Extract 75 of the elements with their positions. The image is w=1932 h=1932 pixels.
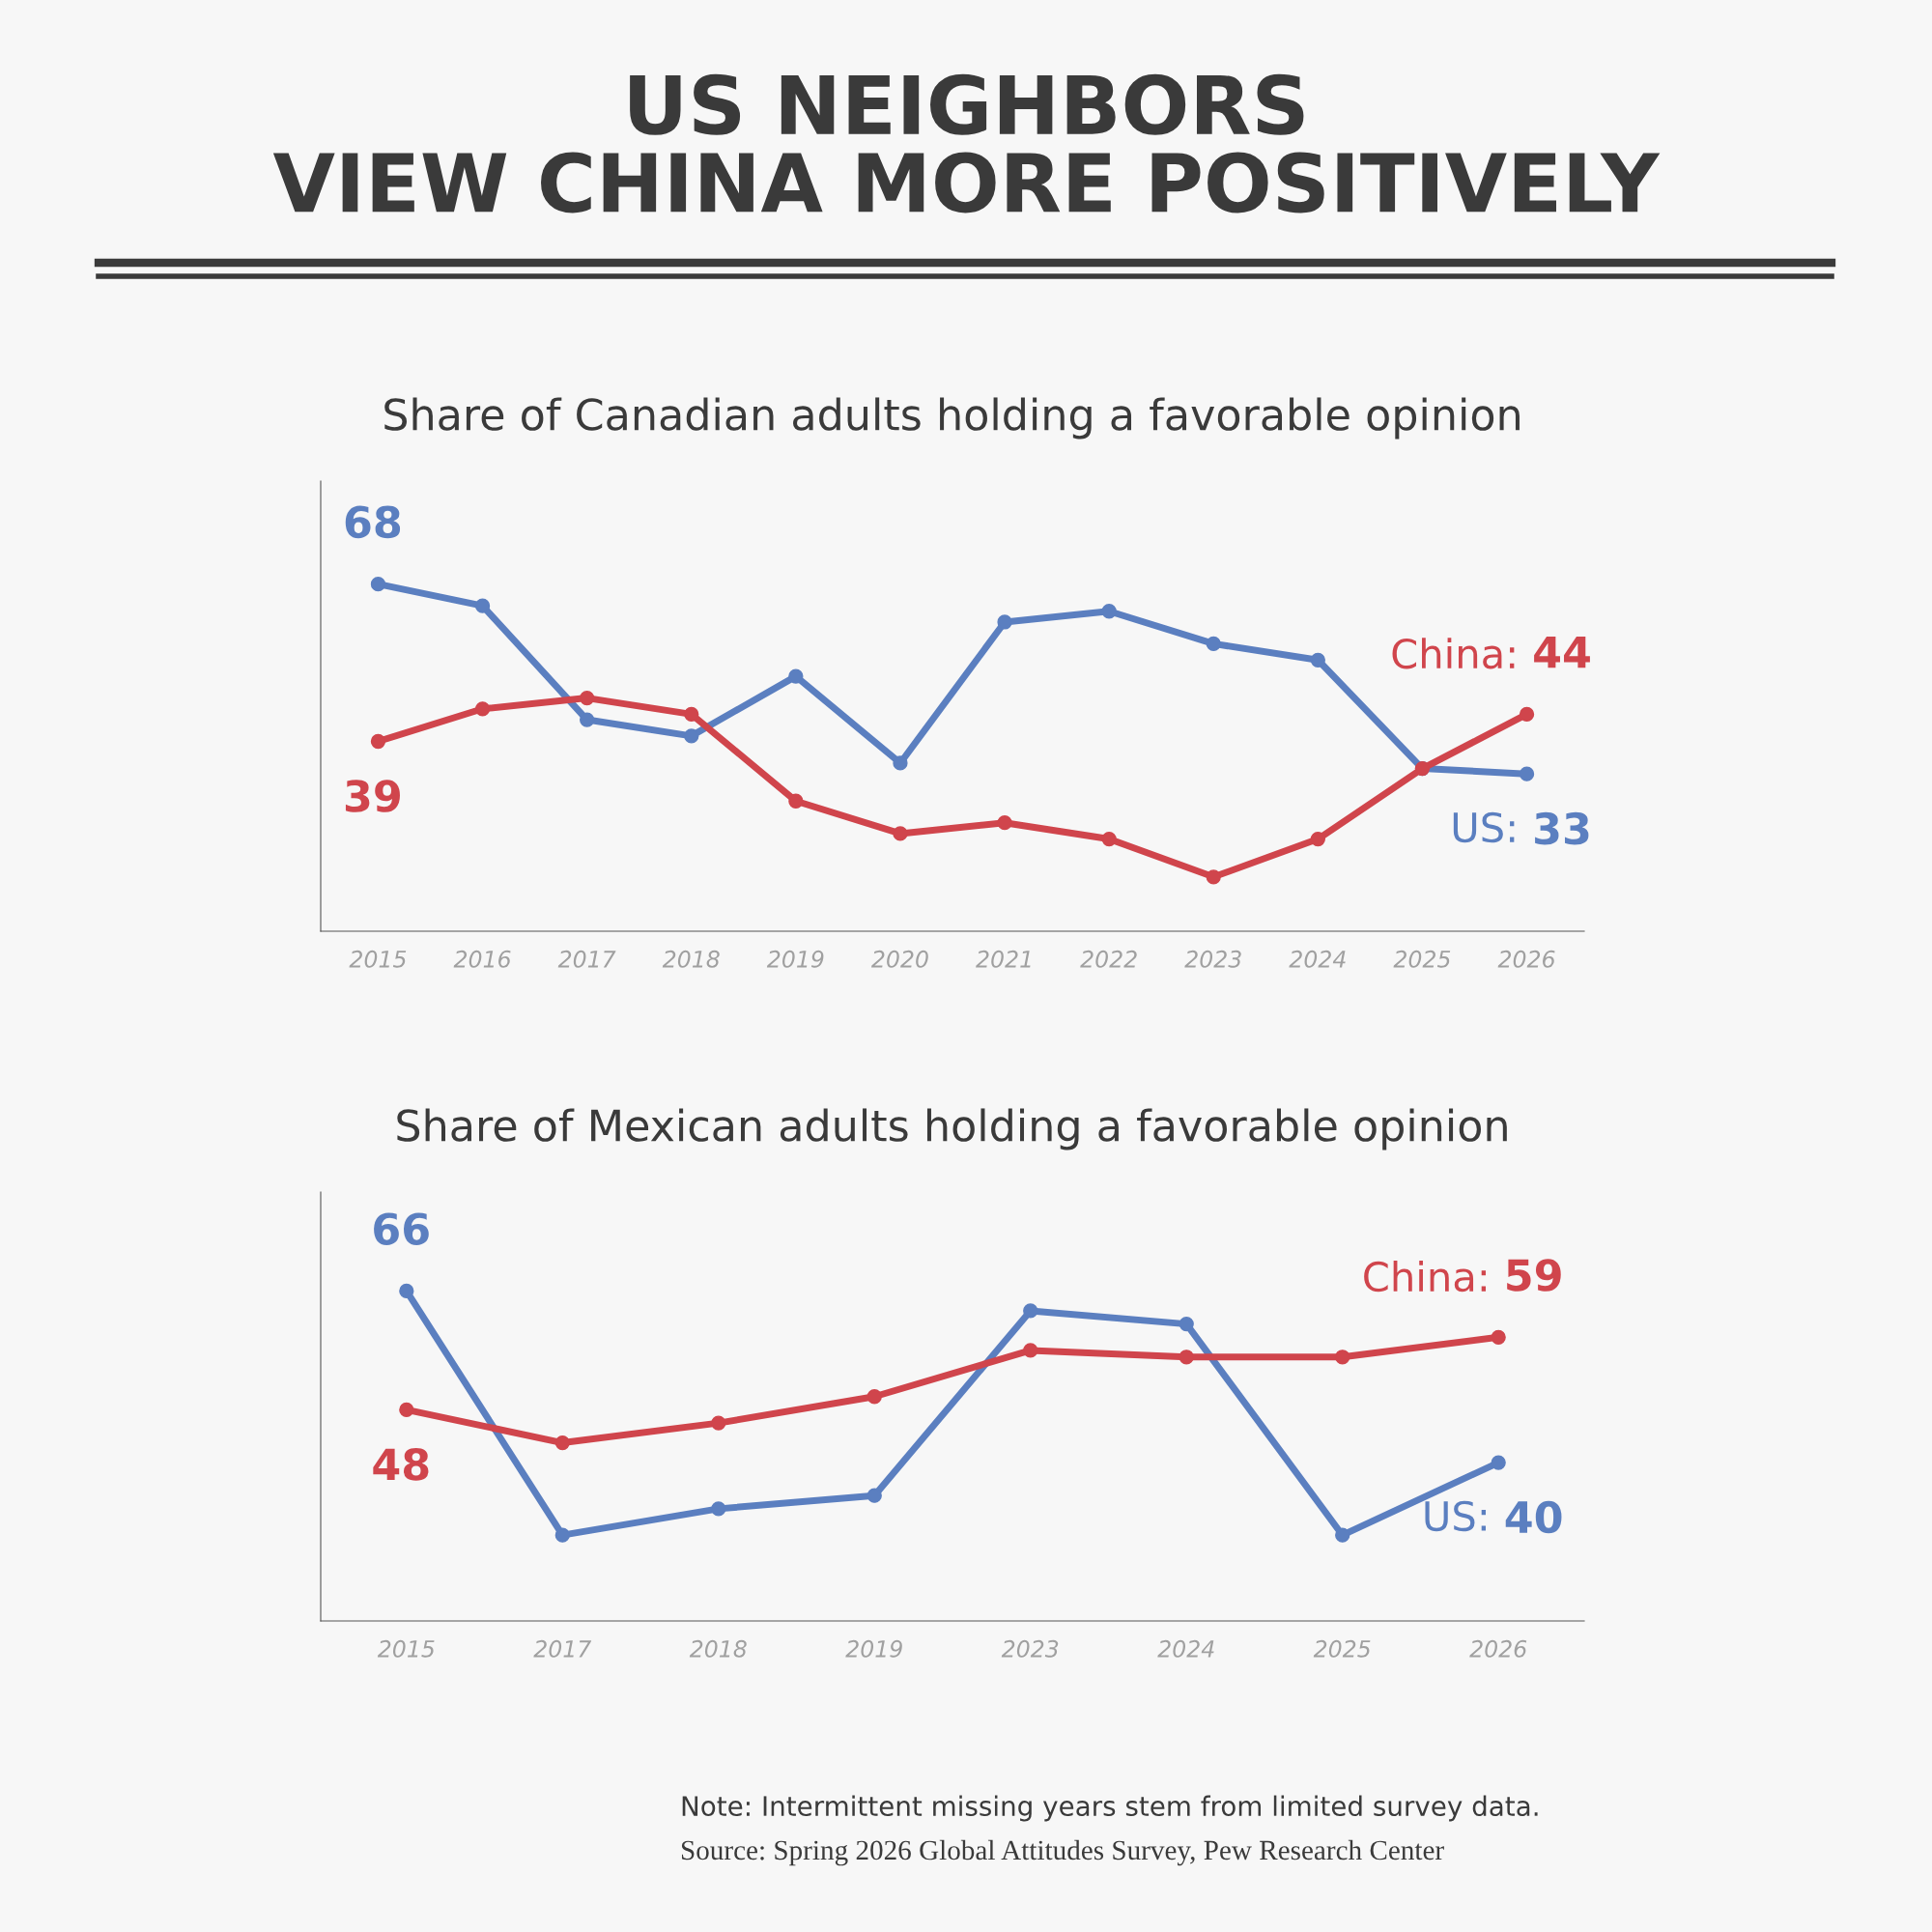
data-label: 66 — [374, 1212, 429, 1245]
x-tick-label: 2018 — [689, 1639, 747, 1658]
series-label: US: — [1453, 811, 1515, 843]
point — [893, 755, 908, 771]
point — [474, 701, 491, 717]
point — [684, 728, 699, 744]
point — [711, 1415, 726, 1431]
point — [684, 706, 699, 723]
point — [399, 1402, 414, 1418]
source-note: Source: Spring 2026 Global Attitudes Survey, Pew Research Center — [681, 1839, 1444, 1866]
point — [1335, 1350, 1350, 1365]
point — [867, 1488, 882, 1503]
point — [1519, 766, 1535, 781]
x-tick-label: 2026 — [1497, 950, 1555, 968]
point — [1101, 831, 1117, 847]
x-tick-label: 2021 — [976, 950, 1031, 968]
point — [1101, 604, 1117, 619]
point — [554, 1435, 570, 1451]
x-tick-label: 2022 — [1080, 950, 1137, 968]
point — [997, 614, 1012, 630]
series-label: US: — [1425, 1500, 1486, 1532]
point — [1179, 1350, 1194, 1365]
chart-title: Share of Mexican adults holding a favorable opinion — [397, 1108, 1507, 1151]
series-label: China: — [1364, 1261, 1486, 1293]
point — [1179, 1316, 1194, 1332]
x-tick-label: 2019 — [766, 950, 824, 968]
x-tick-label: 2024 — [1157, 1639, 1214, 1658]
point — [997, 815, 1012, 831]
data-label: 44 — [1534, 636, 1590, 668]
point — [867, 1389, 882, 1405]
data-label: 39 — [345, 780, 400, 812]
point — [1310, 831, 1325, 847]
data-label: 33 — [1535, 811, 1589, 845]
chart-subtitle: Share of Canadian adults holding a favorable opinion — [384, 397, 1520, 440]
point — [1491, 1455, 1506, 1470]
point — [788, 668, 804, 684]
x-tick-label: 2026 — [1469, 1639, 1527, 1658]
point — [1206, 636, 1221, 652]
point — [399, 1283, 414, 1299]
text: Note: Intermittent missing years stem from limited survey data. — [682, 1795, 1538, 1822]
data-label: 40 — [1505, 1500, 1562, 1534]
point — [1023, 1343, 1038, 1358]
point — [1023, 1303, 1038, 1319]
chart-title: US NEIGHBORS VIEW CHINA MORE POSITIVELY — [272, 73, 1661, 213]
point — [1519, 706, 1535, 723]
point — [1491, 1329, 1506, 1345]
point — [1335, 1527, 1350, 1543]
point — [370, 733, 386, 750]
data-label: 68 — [345, 505, 401, 539]
x-tick-label: 2020 — [871, 950, 928, 968]
x-tick-label: 2015 — [377, 1639, 435, 1658]
point — [893, 826, 908, 841]
x-tick-label: 2015 — [349, 950, 407, 968]
x-tick-label: 2016 — [453, 950, 511, 968]
x-tick-label: 2017 — [533, 1639, 592, 1658]
point — [1206, 869, 1221, 885]
x-tick-label: 2019 — [845, 1639, 902, 1658]
x-tick-label: 2023 — [1184, 950, 1241, 968]
point — [580, 690, 595, 706]
point — [1310, 652, 1325, 668]
x-tick-label: 2025 — [1313, 1639, 1371, 1658]
point — [474, 598, 491, 613]
x-tick-label: 2023 — [1001, 1639, 1059, 1658]
x-tick-label: 2024 — [1289, 950, 1346, 968]
x-tick-label: 2018 — [662, 950, 720, 968]
data-label: 59 — [1507, 1259, 1561, 1292]
x-tick-label: 2025 — [1393, 950, 1451, 968]
point — [580, 712, 595, 727]
x-tick-label: 2017 — [557, 950, 616, 968]
series-label: China: — [1392, 638, 1515, 669]
point — [554, 1527, 570, 1543]
data-label: 48 — [373, 1448, 429, 1481]
point — [370, 577, 386, 592]
point — [788, 793, 804, 809]
point — [711, 1501, 726, 1517]
